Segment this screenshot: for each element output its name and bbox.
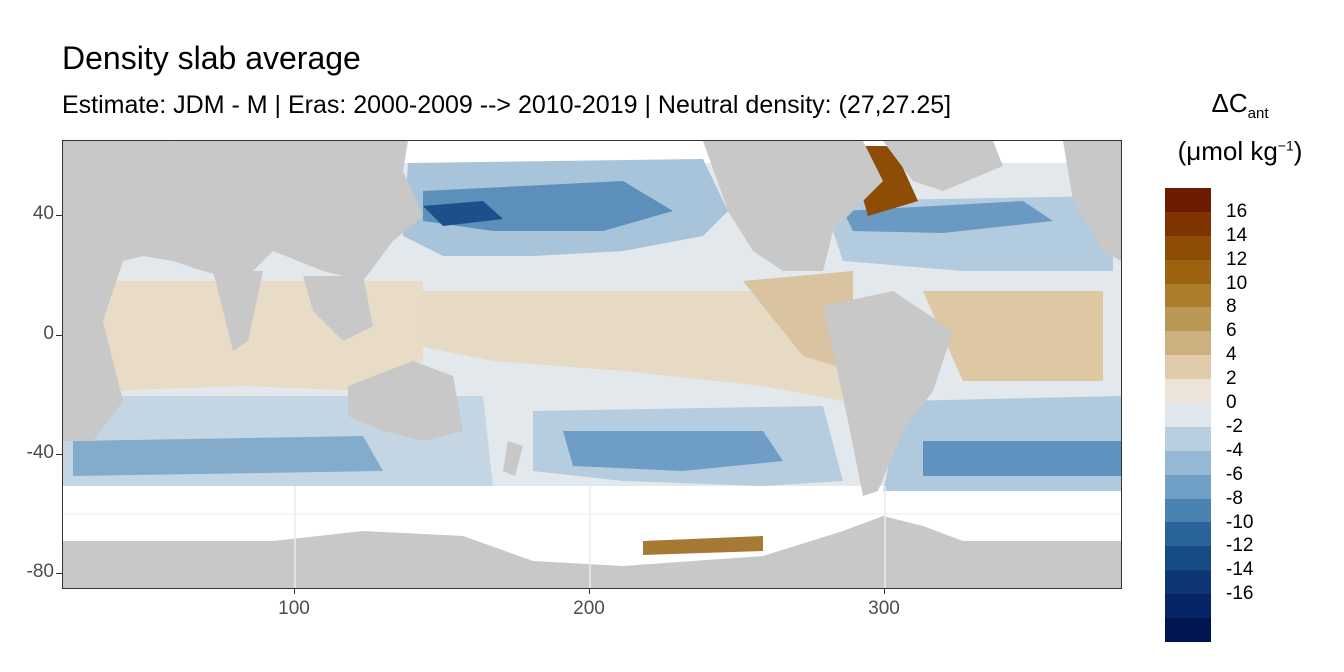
- pacific-equator-tan: [363, 291, 843, 401]
- legend-swatch: [1165, 474, 1211, 499]
- land-eurasia: [63, 141, 423, 281]
- land-antarctica: [63, 516, 1121, 588]
- legend-label: 10: [1226, 272, 1248, 294]
- x-tick-mark-200: [589, 588, 590, 594]
- legend-unit-open: (μmol kg: [1177, 136, 1278, 166]
- legend-label: -4: [1226, 439, 1243, 461]
- x-tick-label: 100: [278, 598, 310, 619]
- legend-label: -16: [1226, 583, 1254, 605]
- land-australia: [348, 361, 463, 441]
- land-india: [213, 271, 263, 351]
- legend-swatch: [1165, 450, 1211, 475]
- y-tick-label: -80: [26, 561, 54, 582]
- legend-colorbar: [1165, 188, 1211, 642]
- south-atlantic-dark: [923, 441, 1121, 476]
- legend-swatch: [1165, 188, 1211, 212]
- map-panel: [62, 140, 1122, 589]
- x-tick-mark-300: [884, 588, 885, 594]
- legend-label: -10: [1226, 511, 1254, 533]
- legend-swatch: [1165, 235, 1211, 260]
- plot-subtitle: Estimate: JDM - M | Eras: 2000-2009 --> …: [62, 91, 952, 119]
- x-tick-label: 300: [868, 598, 900, 619]
- north-atlantic-dark: [843, 201, 1053, 233]
- legend-label: -12: [1226, 535, 1254, 557]
- legend-label: 0: [1226, 392, 1237, 414]
- legend-swatch: [1165, 426, 1211, 451]
- legend-unit: (μmol kg−1): [1150, 136, 1330, 167]
- map-canvas: [63, 141, 1121, 588]
- land-masses: [63, 141, 1121, 588]
- legend-swatch: [1165, 403, 1211, 427]
- land-new-zealand: [503, 441, 523, 476]
- legend-label: 8: [1226, 296, 1237, 318]
- legend-swatch: [1165, 594, 1211, 619]
- ross-sea-brown: [643, 536, 763, 555]
- legend-label: 16: [1226, 200, 1248, 222]
- legend-label: 14: [1226, 224, 1248, 246]
- legend-swatch: [1165, 618, 1211, 642]
- indian-ocean-tan: [103, 281, 423, 391]
- legend-label: -14: [1226, 559, 1254, 581]
- legend-label: 12: [1226, 248, 1248, 270]
- land-greenland: [883, 141, 1003, 191]
- legend-swatch: [1165, 379, 1211, 404]
- y-tick-mark-40: [56, 215, 62, 216]
- legend-swatch: [1165, 259, 1211, 284]
- legend-title-sub: ant: [1247, 105, 1269, 123]
- legend-unit-close: ): [1293, 136, 1303, 166]
- legend-label: -8: [1226, 487, 1243, 509]
- legend-unit-sup: −1: [1277, 137, 1294, 154]
- land-southeast-asia: [303, 276, 373, 341]
- legend-label: -6: [1226, 463, 1243, 485]
- legend-label: 2: [1226, 368, 1237, 390]
- legend-title-main: ΔC: [1211, 88, 1248, 118]
- legend-swatch: [1165, 522, 1211, 547]
- x-tick-mark-100: [294, 588, 295, 594]
- legend-swatch: [1165, 307, 1211, 332]
- land-north-america: [703, 141, 883, 271]
- south-pacific-dark: [563, 431, 783, 471]
- y-tick-label: -40: [26, 442, 54, 463]
- y-tick-label: 0: [43, 323, 54, 344]
- atlantic-equator-tan: [923, 291, 1103, 381]
- legend-label: -2: [1226, 415, 1243, 437]
- y-tick-mark-0: [56, 335, 62, 336]
- legend-swatch: [1165, 546, 1211, 571]
- land-africa: [63, 141, 173, 441]
- indian-south-dark: [73, 436, 383, 476]
- legend-swatch: [1165, 211, 1211, 236]
- y-tick-mark-minus80: [56, 573, 62, 574]
- land-south-america: [823, 291, 953, 496]
- legend-label: 4: [1226, 344, 1237, 366]
- legend-label: 6: [1226, 320, 1237, 342]
- plot-title: Density slab average: [62, 40, 361, 76]
- legend-swatch: [1165, 570, 1211, 595]
- legend-title: ΔCant: [1150, 88, 1330, 122]
- legend-swatch: [1165, 283, 1211, 308]
- legend-swatch: [1165, 331, 1211, 356]
- east-pacific-tan: [743, 271, 853, 371]
- legend-swatch: [1165, 355, 1211, 380]
- y-tick-label: 40: [32, 203, 54, 224]
- x-tick-label: 200: [573, 598, 605, 619]
- legend-swatch: [1165, 498, 1211, 523]
- land-europe: [1063, 141, 1121, 261]
- y-tick-mark-minus40: [56, 454, 62, 455]
- kuroshio-dark: [423, 201, 503, 226]
